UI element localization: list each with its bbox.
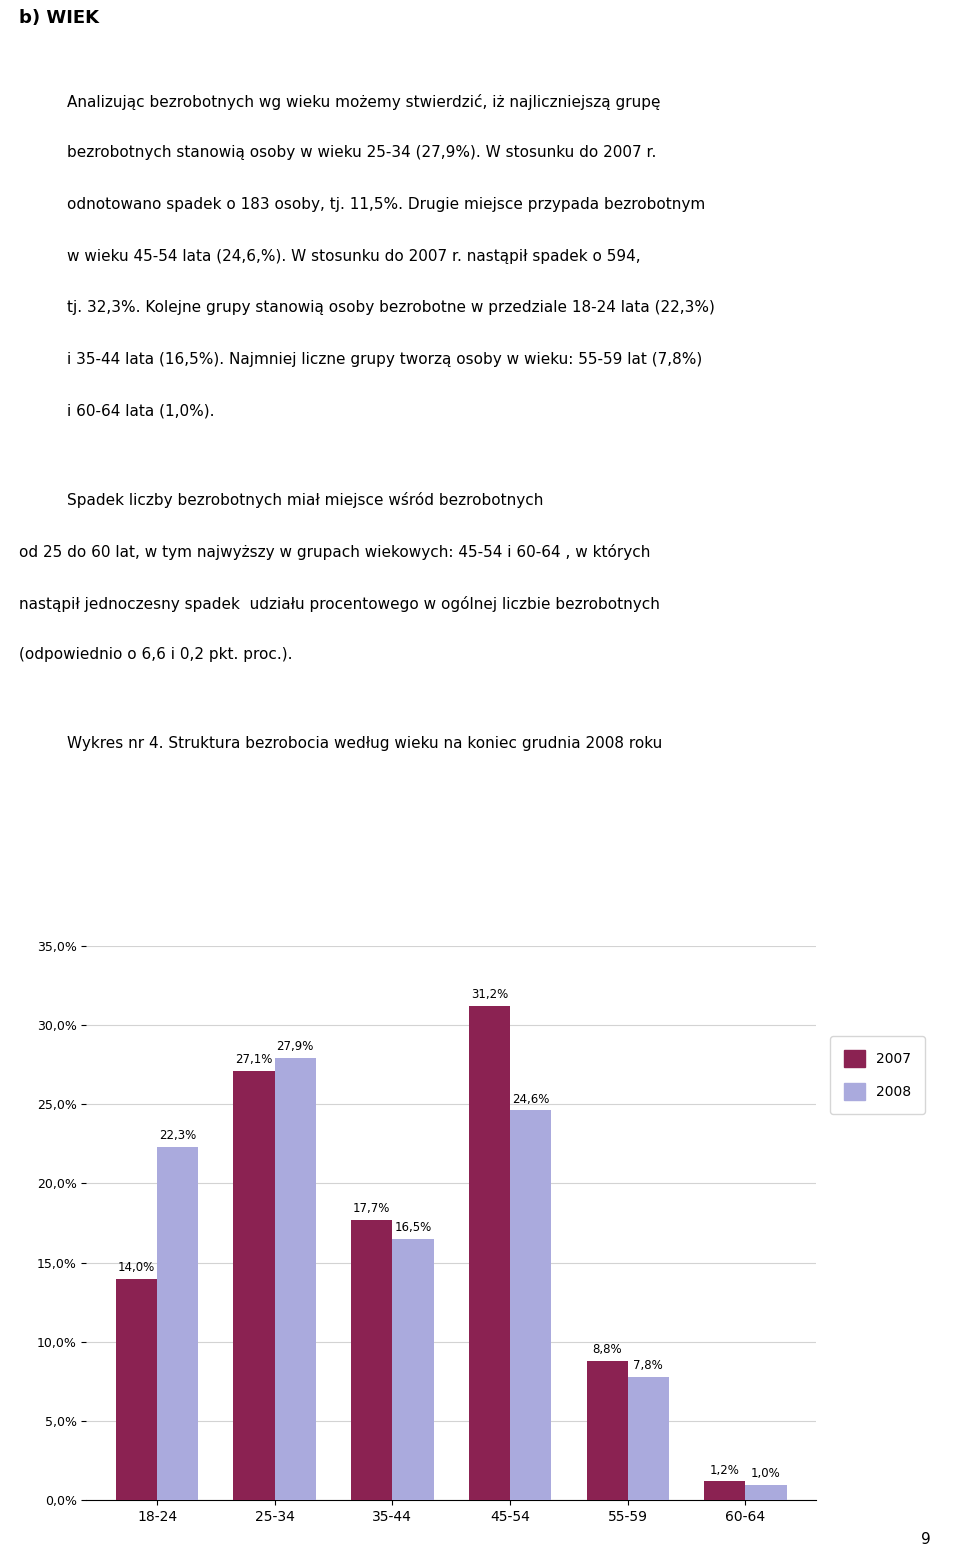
Text: 31,2%: 31,2% [470, 988, 508, 1002]
Text: Analizując bezrobotnych wg wieku możemy stwierdzić, iż najliczniejszą grupę: Analizując bezrobotnych wg wieku możemy … [67, 94, 660, 109]
Text: (odpowiednio o 6,6 i 0,2 pkt. proc.).: (odpowiednio o 6,6 i 0,2 pkt. proc.). [19, 647, 293, 663]
Text: 24,6%: 24,6% [512, 1093, 549, 1105]
Bar [468, 1007, 510, 1500]
Text: 17,7%: 17,7% [353, 1202, 391, 1214]
Text: Spadek liczby bezrobotnych miał miejsce wśród bezrobotnych: Spadek liczby bezrobotnych miał miejsce … [67, 492, 543, 508]
Bar [351, 1219, 393, 1500]
Text: 8,8%: 8,8% [592, 1343, 622, 1357]
Legend: 2007, 2008: 2007, 2008 [830, 1036, 925, 1114]
Text: bezrobotnych stanowią osoby w wieku 25-34 (27,9%). W stosunku do 2007 r.: bezrobotnych stanowią osoby w wieku 25-3… [67, 145, 657, 161]
Text: i 60-64 lata (1,0%).: i 60-64 lata (1,0%). [67, 403, 215, 419]
Bar [157, 1147, 198, 1500]
Text: w wieku 45-54 lata (24,6,%). W stosunku do 2007 r. nastąpił spadek o 594,: w wieku 45-54 lata (24,6,%). W stosunku … [67, 249, 641, 264]
Bar [745, 1485, 786, 1500]
Bar [116, 1279, 157, 1500]
Text: i 35-44 lata (16,5%). Najmniej liczne grupy tworzą osoby w wieku: 55-59 lat (7,8: i 35-44 lata (16,5%). Najmniej liczne gr… [67, 352, 703, 367]
Text: 1,0%: 1,0% [751, 1466, 780, 1480]
Bar [705, 1482, 745, 1500]
Bar [233, 1071, 275, 1500]
Bar [275, 1058, 316, 1500]
Bar [393, 1239, 434, 1500]
Text: Wykres nr 4. Struktura bezrobocia według wieku na koniec grudnia 2008 roku: Wykres nr 4. Struktura bezrobocia według… [67, 736, 662, 752]
Text: 22,3%: 22,3% [159, 1128, 196, 1143]
Text: b) WIEK: b) WIEK [19, 9, 99, 28]
Text: od 25 do 60 lat, w tym najwyższy w grupach wiekowych: 45-54 i 60-64 , w których: od 25 do 60 lat, w tym najwyższy w grupa… [19, 544, 651, 560]
Text: odnotowano spadek o 183 osoby, tj. 11,5%. Drugie miejsce przypada bezrobotnym: odnotowano spadek o 183 osoby, tj. 11,5%… [67, 197, 706, 213]
Text: tj. 32,3%. Kolejne grupy stanowią osoby bezrobotne w przedziale 18-24 lata (22,3: tj. 32,3%. Kolejne grupy stanowią osoby … [67, 300, 715, 316]
Text: 7,8%: 7,8% [634, 1360, 663, 1372]
Bar [510, 1110, 551, 1500]
Text: 9: 9 [922, 1532, 931, 1547]
Text: 14,0%: 14,0% [118, 1261, 155, 1274]
Text: 1,2%: 1,2% [709, 1463, 740, 1477]
Text: 27,1%: 27,1% [235, 1053, 273, 1066]
Text: nastąpił jednoczesny spadek  udziału procentowego w ogólnej liczbie bezrobotnych: nastąpił jednoczesny spadek udziału proc… [19, 596, 660, 611]
Bar [587, 1361, 628, 1500]
Text: 27,9%: 27,9% [276, 1041, 314, 1053]
Bar [628, 1377, 669, 1500]
Text: 16,5%: 16,5% [395, 1221, 432, 1235]
